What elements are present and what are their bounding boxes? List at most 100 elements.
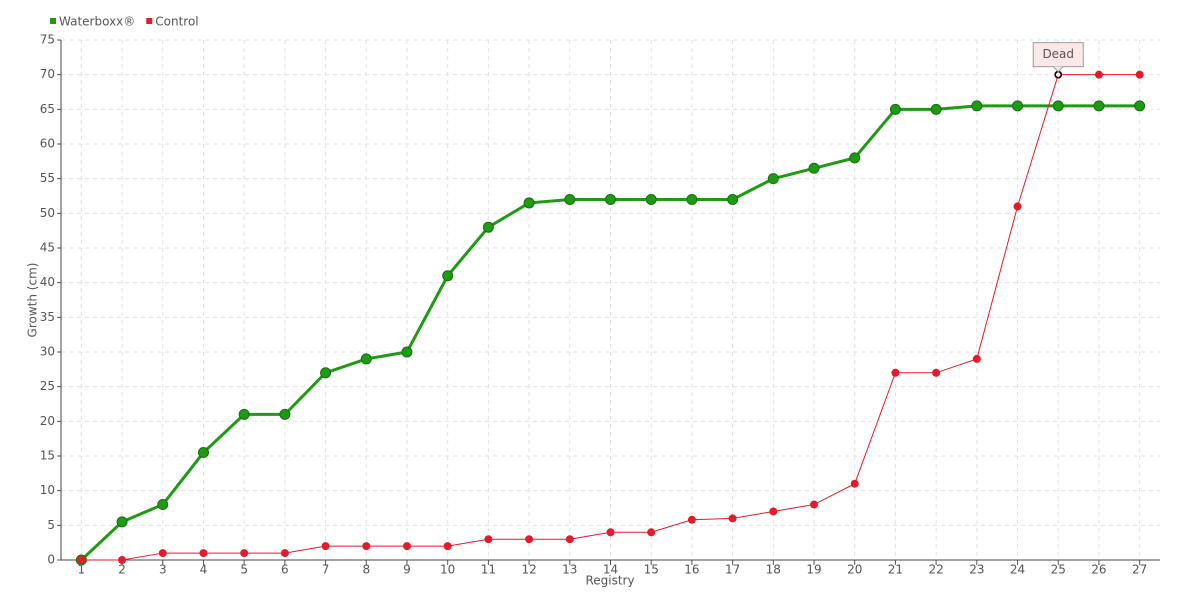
- data-point: [727, 193, 739, 205]
- data-point: [1012, 100, 1024, 112]
- data-point: [728, 514, 737, 523]
- data-point: [320, 367, 332, 379]
- data-point: [686, 193, 698, 205]
- data-point: [647, 528, 656, 537]
- data-point: [279, 408, 291, 420]
- data-point: [889, 103, 901, 115]
- data-point: [525, 535, 534, 544]
- data-point: [118, 556, 127, 564]
- data-point: [280, 549, 289, 558]
- x-tick-label: 27: [1132, 563, 1147, 577]
- data-point: [238, 408, 250, 420]
- data-point: [849, 152, 861, 164]
- data-point: [767, 173, 779, 185]
- data-point: [971, 100, 983, 112]
- y-tick-label: 75: [40, 33, 55, 47]
- data-point: [442, 270, 454, 282]
- y-tick-label: 25: [40, 379, 55, 393]
- x-tick-label: 26: [1091, 563, 1106, 577]
- data-point: [402, 542, 411, 551]
- legend-label: Waterboxx®: [59, 15, 135, 29]
- data-point: [362, 542, 371, 551]
- x-tick-label: 12: [521, 563, 536, 577]
- x-tick-label: 14: [603, 563, 618, 577]
- data-point: [565, 535, 574, 544]
- y-tick-label: 50: [40, 206, 55, 220]
- data-point: [1134, 100, 1146, 112]
- annotation-pointer: [1052, 66, 1064, 73]
- x-tick-label: 7: [322, 563, 330, 577]
- data-point: [808, 162, 820, 174]
- y-tick-label: 0: [47, 553, 55, 567]
- x-tick-label: 8: [362, 563, 370, 577]
- data-point: [116, 516, 128, 528]
- x-tick-label: 18: [766, 563, 781, 577]
- data-point: [810, 500, 819, 509]
- annotation-label: Dead: [1042, 47, 1074, 61]
- y-tick-label: 35: [40, 310, 55, 324]
- data-point: [1135, 70, 1144, 79]
- data-point: [401, 346, 413, 358]
- data-point: [523, 197, 535, 209]
- data-point: [199, 549, 208, 558]
- data-point: [891, 368, 900, 377]
- x-tick-label: 10: [440, 563, 455, 577]
- y-tick-label: 40: [40, 275, 55, 289]
- x-tick-label: 24: [1010, 563, 1025, 577]
- data-point: [321, 542, 330, 551]
- x-tick-label: 6: [281, 563, 289, 577]
- data-point: [197, 447, 209, 459]
- y-tick-label: 45: [40, 241, 55, 255]
- data-point: [1094, 70, 1103, 79]
- x-tick-label: 19: [806, 563, 821, 577]
- data-point: [482, 221, 494, 233]
- x-tick-label: 25: [1051, 563, 1066, 577]
- y-tick-label: 60: [40, 137, 55, 151]
- y-tick-label: 15: [40, 449, 55, 463]
- x-tick-label: 4: [200, 563, 208, 577]
- annotation-marker: [1054, 70, 1062, 79]
- data-point: [158, 549, 167, 558]
- data-point: [443, 542, 452, 551]
- x-tick-label: 22: [928, 563, 943, 577]
- y-tick-label: 5: [47, 518, 55, 532]
- x-tick-label: 23: [969, 563, 984, 577]
- y-tick-label: 55: [40, 171, 55, 185]
- data-point: [972, 354, 981, 363]
- data-point: [687, 515, 696, 524]
- x-tick-label: 2: [118, 563, 126, 577]
- data-point: [360, 353, 372, 365]
- x-tick-label: 17: [725, 563, 740, 577]
- legend-label: Control: [155, 15, 198, 29]
- data-point: [240, 549, 249, 558]
- y-tick-label: 30: [40, 345, 55, 359]
- data-point: [932, 368, 941, 377]
- data-point: [769, 507, 778, 516]
- data-point: [157, 499, 169, 511]
- data-point: [1093, 100, 1105, 112]
- x-tick-label: 11: [481, 563, 496, 577]
- x-tick-label: 5: [240, 563, 248, 577]
- data-point: [850, 479, 859, 488]
- x-tick-label: 20: [847, 563, 862, 577]
- data-point: [77, 556, 86, 564]
- data-point: [930, 103, 942, 115]
- y-tick-label: 65: [40, 102, 55, 116]
- y-tick-label: 20: [40, 414, 55, 428]
- y-tick-label: 10: [40, 483, 55, 497]
- legend-swatch: [146, 18, 153, 24]
- x-tick-label: 16: [684, 563, 699, 577]
- x-tick-label: 21: [888, 563, 903, 577]
- data-point: [484, 535, 493, 544]
- data-point: [645, 193, 657, 205]
- y-axis-title: Growth (cm): [26, 263, 40, 338]
- x-axis-title: Registry: [585, 574, 634, 588]
- data-point: [1052, 100, 1064, 112]
- data-point: [564, 193, 576, 205]
- x-tick-label: 9: [403, 563, 411, 577]
- x-tick-label: 13: [562, 563, 577, 577]
- x-tick-label: 3: [159, 563, 167, 577]
- y-tick-label: 70: [40, 67, 55, 81]
- x-tick-label: 15: [644, 563, 659, 577]
